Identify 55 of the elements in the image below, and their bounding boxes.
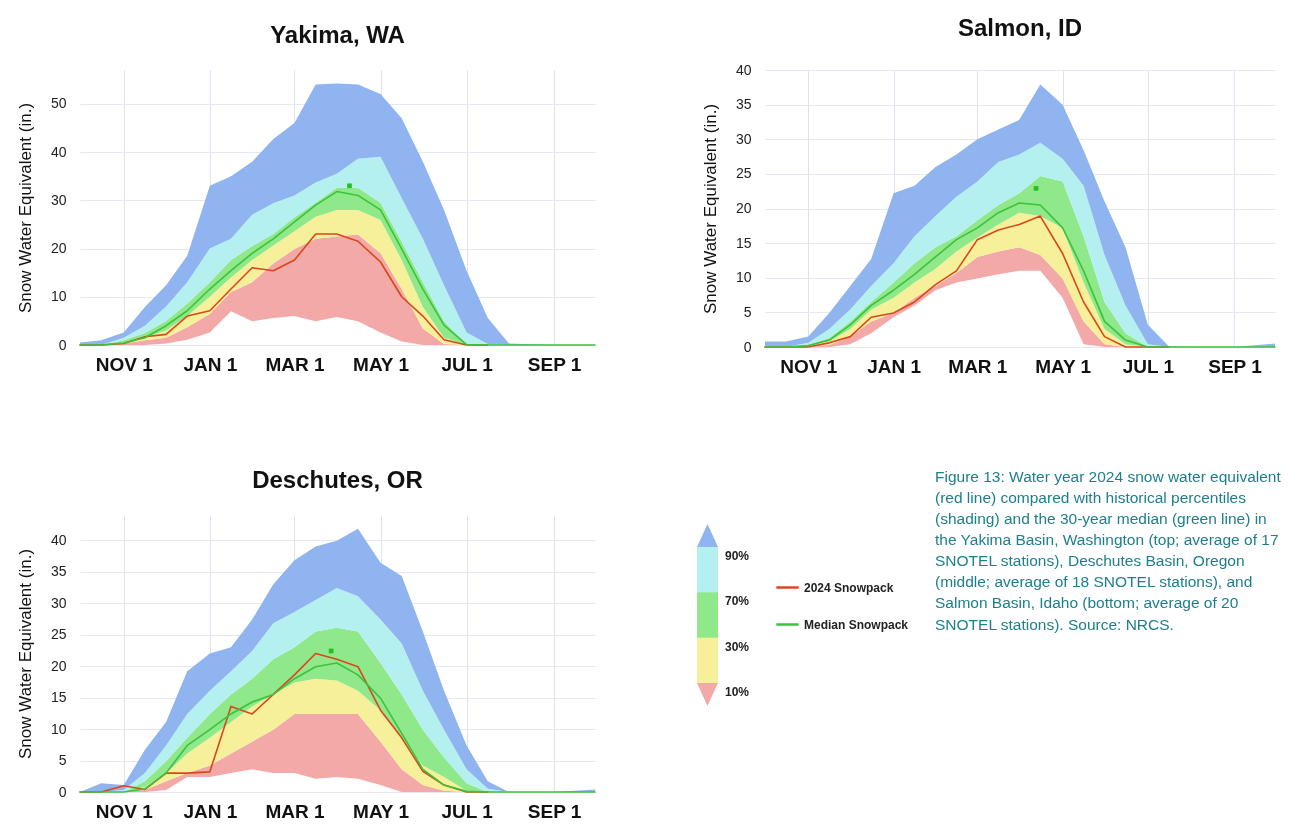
x-tick-label: MAR 1	[265, 800, 325, 822]
x-tick-label: MAR 1	[948, 355, 1008, 377]
y-tick-label: 25	[50, 626, 67, 643]
text: 10%	[725, 685, 750, 699]
x-tick-label: JAN 1	[183, 353, 238, 375]
x-tick-label: JAN 1	[183, 800, 238, 822]
x-tick-label: MAY 1	[1035, 355, 1092, 377]
chart-title: Salmon, ID	[957, 14, 1083, 41]
x-tick-label: NOV 1	[95, 353, 154, 375]
x-tick-label: MAY 1	[353, 800, 410, 822]
y-axis-title: Snow Water Equivalent (in.)	[15, 102, 35, 314]
y-tick-label: 30	[735, 130, 752, 147]
y-tick-label: 50	[50, 95, 67, 112]
chart-title: Yakima, WA	[270, 21, 405, 48]
y-tick-label: 5	[743, 303, 752, 320]
y-tick-label: 30	[50, 191, 67, 208]
y-tick-label: 10	[50, 720, 67, 737]
x-tick-label: SEP 1	[1208, 355, 1263, 377]
x-tick-label: JUL 1	[441, 353, 494, 375]
x-tick-label: JAN 1	[867, 355, 922, 377]
caption: Figure 13: Water year 2024 snow water equivalent (red line) compared with historical percentiles (shading) and the 30-year median (green line) in the Yakima Basin, Washington (top; average of 17 SNOTEL stations), Deschutes Basin, Oregon (middle; average of 18 SNOTEL stations), and Salmon Basin, Idaho (bottom; average of 20 SNOTEL stations). Source: NRCS.	[935, 467, 1282, 635]
x-tick-label: NOV 1	[95, 800, 154, 822]
legend-label: 2024 Snowpack	[804, 580, 894, 595]
y-tick-label: 40	[50, 143, 67, 160]
x-tick-label: JUL 1	[441, 800, 494, 822]
y-tick-label: 20	[50, 240, 67, 257]
y-tick-label: 30	[50, 594, 67, 611]
y-tick-label: 15	[735, 234, 752, 251]
legend-label: Median Snowpack	[804, 617, 909, 632]
y-tick-label: 35	[50, 563, 67, 580]
y-axis-title: Snow Water Equivalent (in.)	[15, 548, 35, 760]
y-tick-label: 5	[58, 752, 67, 769]
text: 30%	[725, 639, 750, 654]
y-tick-label: 20	[50, 657, 67, 674]
y-tick-label: 20	[735, 200, 752, 216]
x-tick-label: NOV 1	[780, 355, 838, 377]
y-tick-label: 25	[735, 165, 752, 182]
y-tick-label: 15	[50, 689, 67, 706]
x-tick-label: MAY 1	[353, 353, 410, 375]
y-tick-label: 35	[735, 96, 752, 113]
x-tick-label: SEP 1	[527, 800, 582, 822]
y-tick-label: 0	[58, 336, 67, 353]
text: 70%	[725, 594, 750, 609]
x-tick-label: JUL 1	[1122, 355, 1175, 377]
y-tick-label: 10	[50, 288, 67, 305]
x-tick-label: MAR 1	[265, 353, 325, 375]
y-tick-label: 40	[50, 531, 67, 548]
y-tick-label: 10	[735, 269, 752, 286]
y-tick-label: 0	[58, 783, 67, 800]
y-axis-title: Snow Water Equivalent (in.)	[700, 103, 720, 315]
y-tick-label: 0	[743, 338, 752, 355]
x-tick-label: SEP 1	[527, 353, 582, 375]
chart-title: Deschutes, OR	[252, 466, 423, 493]
y-tick-label: 40	[735, 61, 752, 78]
text: 90%	[725, 549, 750, 563]
